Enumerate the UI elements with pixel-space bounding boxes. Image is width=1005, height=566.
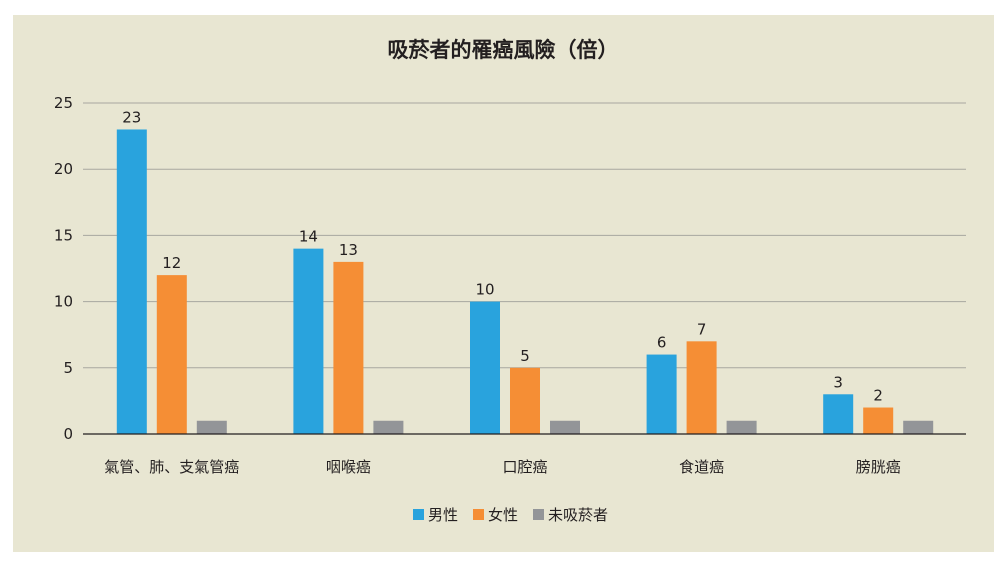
data-label: 23 xyxy=(122,108,141,126)
bar xyxy=(646,354,677,434)
chart-panel: 吸菸者的罹癌風險（倍） 0 5 10 15 20 25 23 12 14 13 10 5 6 7 3 2 氣… xyxy=(13,15,994,552)
legend-swatch xyxy=(473,509,484,520)
y-tick-label: 20 xyxy=(54,160,73,178)
bar xyxy=(196,420,227,434)
data-label: 2 xyxy=(873,387,883,405)
bar xyxy=(373,420,404,434)
bar xyxy=(550,420,580,434)
y-tick-label: 25 xyxy=(54,94,73,112)
bar xyxy=(116,129,147,434)
category-labels: 氣管、肺、支氣管癌 咽喉癌 口腔癌 食道癌 膀胱癌 xyxy=(104,458,900,476)
bar xyxy=(470,301,500,434)
legend-swatch xyxy=(413,509,424,520)
chart-title: 吸菸者的罹癌風險（倍） xyxy=(388,37,619,62)
bar xyxy=(726,420,757,434)
legend: 男性 女性 未吸菸者 xyxy=(413,506,608,524)
data-label: 14 xyxy=(299,228,318,246)
y-tick-label: 15 xyxy=(54,226,73,244)
bar xyxy=(823,394,854,434)
legend-swatch xyxy=(533,509,544,520)
bars xyxy=(116,129,934,434)
y-tick-label: 0 xyxy=(63,425,73,443)
gridlines xyxy=(83,102,966,369)
y-axis-ticks: 0 5 10 15 20 25 xyxy=(54,94,73,443)
bar-chart: 吸菸者的罹癌風險（倍） 0 5 10 15 20 25 23 12 14 13 10 5 6 7 3 2 氣… xyxy=(13,15,994,552)
y-tick-label: 10 xyxy=(54,293,73,311)
data-label: 3 xyxy=(833,373,843,391)
data-label: 6 xyxy=(657,334,667,352)
data-label: 13 xyxy=(339,241,358,259)
legend-label: 未吸菸者 xyxy=(548,506,608,524)
y-tick-label: 5 xyxy=(63,359,73,377)
bar xyxy=(156,275,187,434)
category-label: 氣管、肺、支氣管癌 xyxy=(104,458,239,476)
category-label: 口腔癌 xyxy=(502,458,547,476)
bar xyxy=(293,248,324,434)
bar xyxy=(333,261,364,434)
data-labels: 23 12 14 13 10 5 6 7 3 2 xyxy=(122,108,883,404)
bar xyxy=(863,407,894,434)
legend-label: 女性 xyxy=(488,506,518,524)
bar xyxy=(510,367,540,434)
data-label: 7 xyxy=(697,320,707,338)
bar xyxy=(686,341,717,434)
data-label: 12 xyxy=(162,254,181,272)
legend-label: 男性 xyxy=(428,506,458,524)
category-label: 食道癌 xyxy=(679,458,724,476)
data-label: 5 xyxy=(520,347,530,365)
bar xyxy=(903,420,934,434)
data-label: 10 xyxy=(475,281,494,299)
category-label: 膀胱癌 xyxy=(856,458,901,476)
category-label: 咽喉癌 xyxy=(326,458,371,476)
